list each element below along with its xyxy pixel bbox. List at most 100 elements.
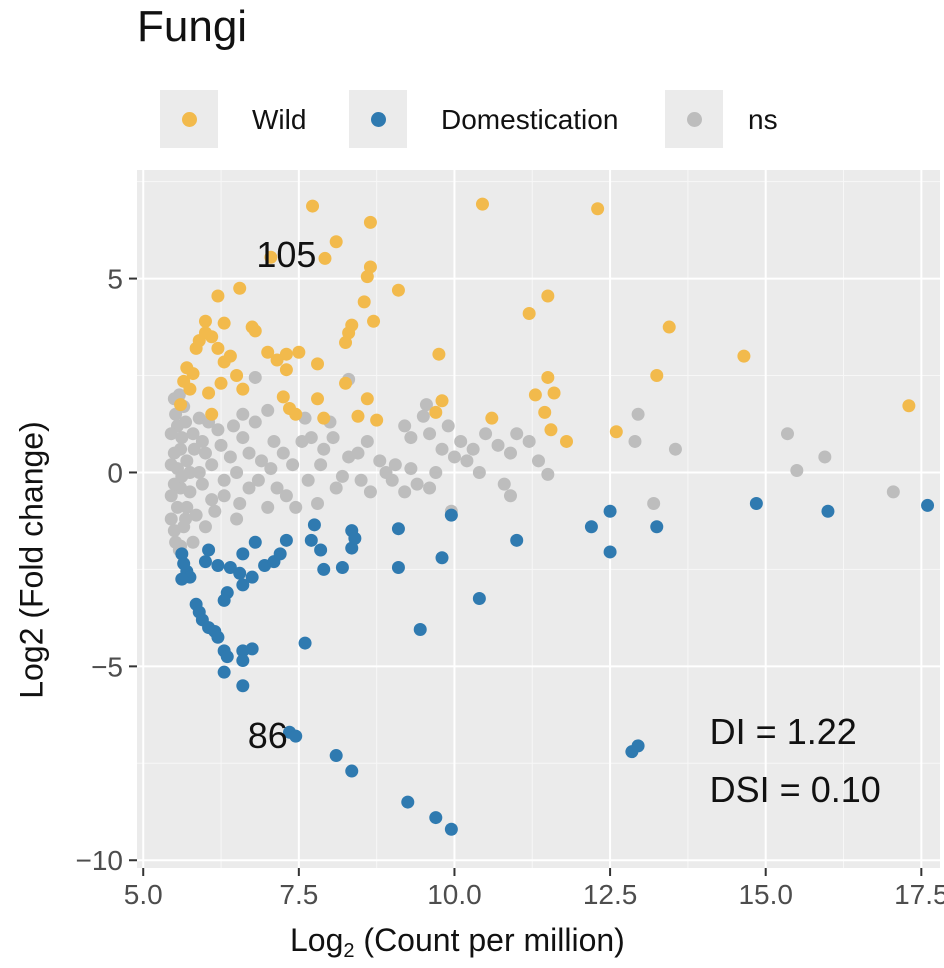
point-ns (354, 473, 368, 487)
point-wild (435, 394, 449, 408)
point-ns (360, 434, 374, 448)
point-ns (180, 500, 194, 514)
point-domestication (921, 498, 935, 512)
point-wild (317, 411, 331, 425)
point-domestication (391, 560, 405, 574)
point-ns (186, 427, 200, 441)
point-domestication (223, 560, 237, 574)
point-wild (609, 425, 623, 439)
point-domestication (307, 518, 321, 532)
point-wild (650, 369, 664, 383)
point-domestication (650, 520, 664, 534)
point-ns (205, 458, 219, 472)
point-wild (311, 392, 325, 406)
point-wild (292, 345, 306, 359)
point-domestication (510, 533, 524, 547)
point-wild (174, 398, 188, 412)
x-tick-label: 17.5 (894, 879, 944, 910)
point-ns (187, 442, 201, 456)
point-domestication (413, 623, 427, 637)
point-ns (172, 388, 186, 402)
point-ns (248, 415, 262, 429)
point-ns (179, 415, 193, 429)
annotation-text: 86 (248, 715, 288, 756)
point-ns (435, 442, 449, 456)
point-domestication (211, 559, 225, 573)
point-wild (370, 413, 384, 427)
point-ns (295, 434, 309, 448)
point-domestication (401, 795, 415, 809)
point-ns (164, 489, 178, 503)
point-ns (267, 434, 281, 448)
point-domestication (233, 566, 247, 580)
annotations: 105 86 DI = 1.22 DSI = 0.10 (248, 234, 881, 810)
point-domestication (236, 654, 250, 668)
point-domestication (314, 543, 328, 557)
point-wild (276, 390, 290, 404)
point-domestication (198, 555, 212, 569)
point-ns (242, 446, 256, 460)
grid-major (137, 170, 940, 868)
legend-dot-wild (182, 112, 197, 127)
point-domestication (289, 729, 303, 743)
point-domestication (245, 642, 259, 656)
point-ns (167, 446, 181, 460)
x-axis-title: Log2 (Count per million) (290, 922, 625, 963)
point-wild (230, 369, 244, 383)
point-wild (205, 330, 219, 344)
point-ns (647, 496, 661, 510)
point-wild (223, 349, 237, 363)
y-tick-label: −5 (91, 651, 123, 682)
legend-key-domestication (349, 90, 407, 148)
point-ns (254, 454, 268, 468)
point-wild (339, 376, 353, 390)
point-ns (510, 427, 524, 441)
y-axis: −10 −5 0 5 (76, 264, 137, 876)
point-ns (818, 450, 832, 464)
point-wild (541, 370, 555, 384)
point-ns (491, 438, 505, 452)
point-domestication (304, 533, 318, 547)
plot-panel (137, 170, 940, 868)
point-ns (631, 407, 645, 421)
point-ns (248, 370, 262, 384)
point-ns (179, 512, 193, 526)
point-ns (317, 442, 331, 456)
point-wild (279, 363, 293, 377)
annotation-text: 105 (256, 234, 316, 275)
point-wild (560, 434, 574, 448)
point-ns (335, 469, 349, 483)
point-wild (211, 289, 225, 303)
point-domestication (220, 650, 234, 664)
point-ns (198, 520, 212, 534)
point-ns (466, 442, 480, 456)
point-wild (339, 336, 353, 350)
point-ns (164, 512, 178, 526)
point-ns (205, 493, 219, 507)
point-ns (373, 454, 387, 468)
point-domestication (211, 630, 225, 644)
point-domestication (236, 578, 250, 592)
point-wild (217, 316, 231, 330)
point-ns (503, 489, 517, 503)
point-ns (230, 512, 244, 526)
point-ns (419, 398, 433, 412)
point-ns (169, 407, 183, 421)
point-wild (902, 399, 916, 413)
point-domestication (391, 522, 405, 536)
point-wild (202, 386, 216, 400)
x-axis-title-subscript: 2 (343, 940, 355, 962)
legend-label-wild: Wild (252, 104, 307, 135)
point-wild (360, 392, 374, 406)
point-domestication (298, 636, 312, 650)
legend-dot-ns (687, 112, 702, 127)
chart-title: Fungi (137, 2, 248, 51)
annotation-text: DSI = 0.10 (710, 769, 881, 810)
point-ns (668, 442, 682, 456)
point-ns (279, 489, 293, 503)
point-wild (214, 376, 228, 390)
point-ns (164, 427, 178, 441)
x-tick-label: 15.0 (738, 879, 793, 910)
point-ns (230, 465, 244, 479)
